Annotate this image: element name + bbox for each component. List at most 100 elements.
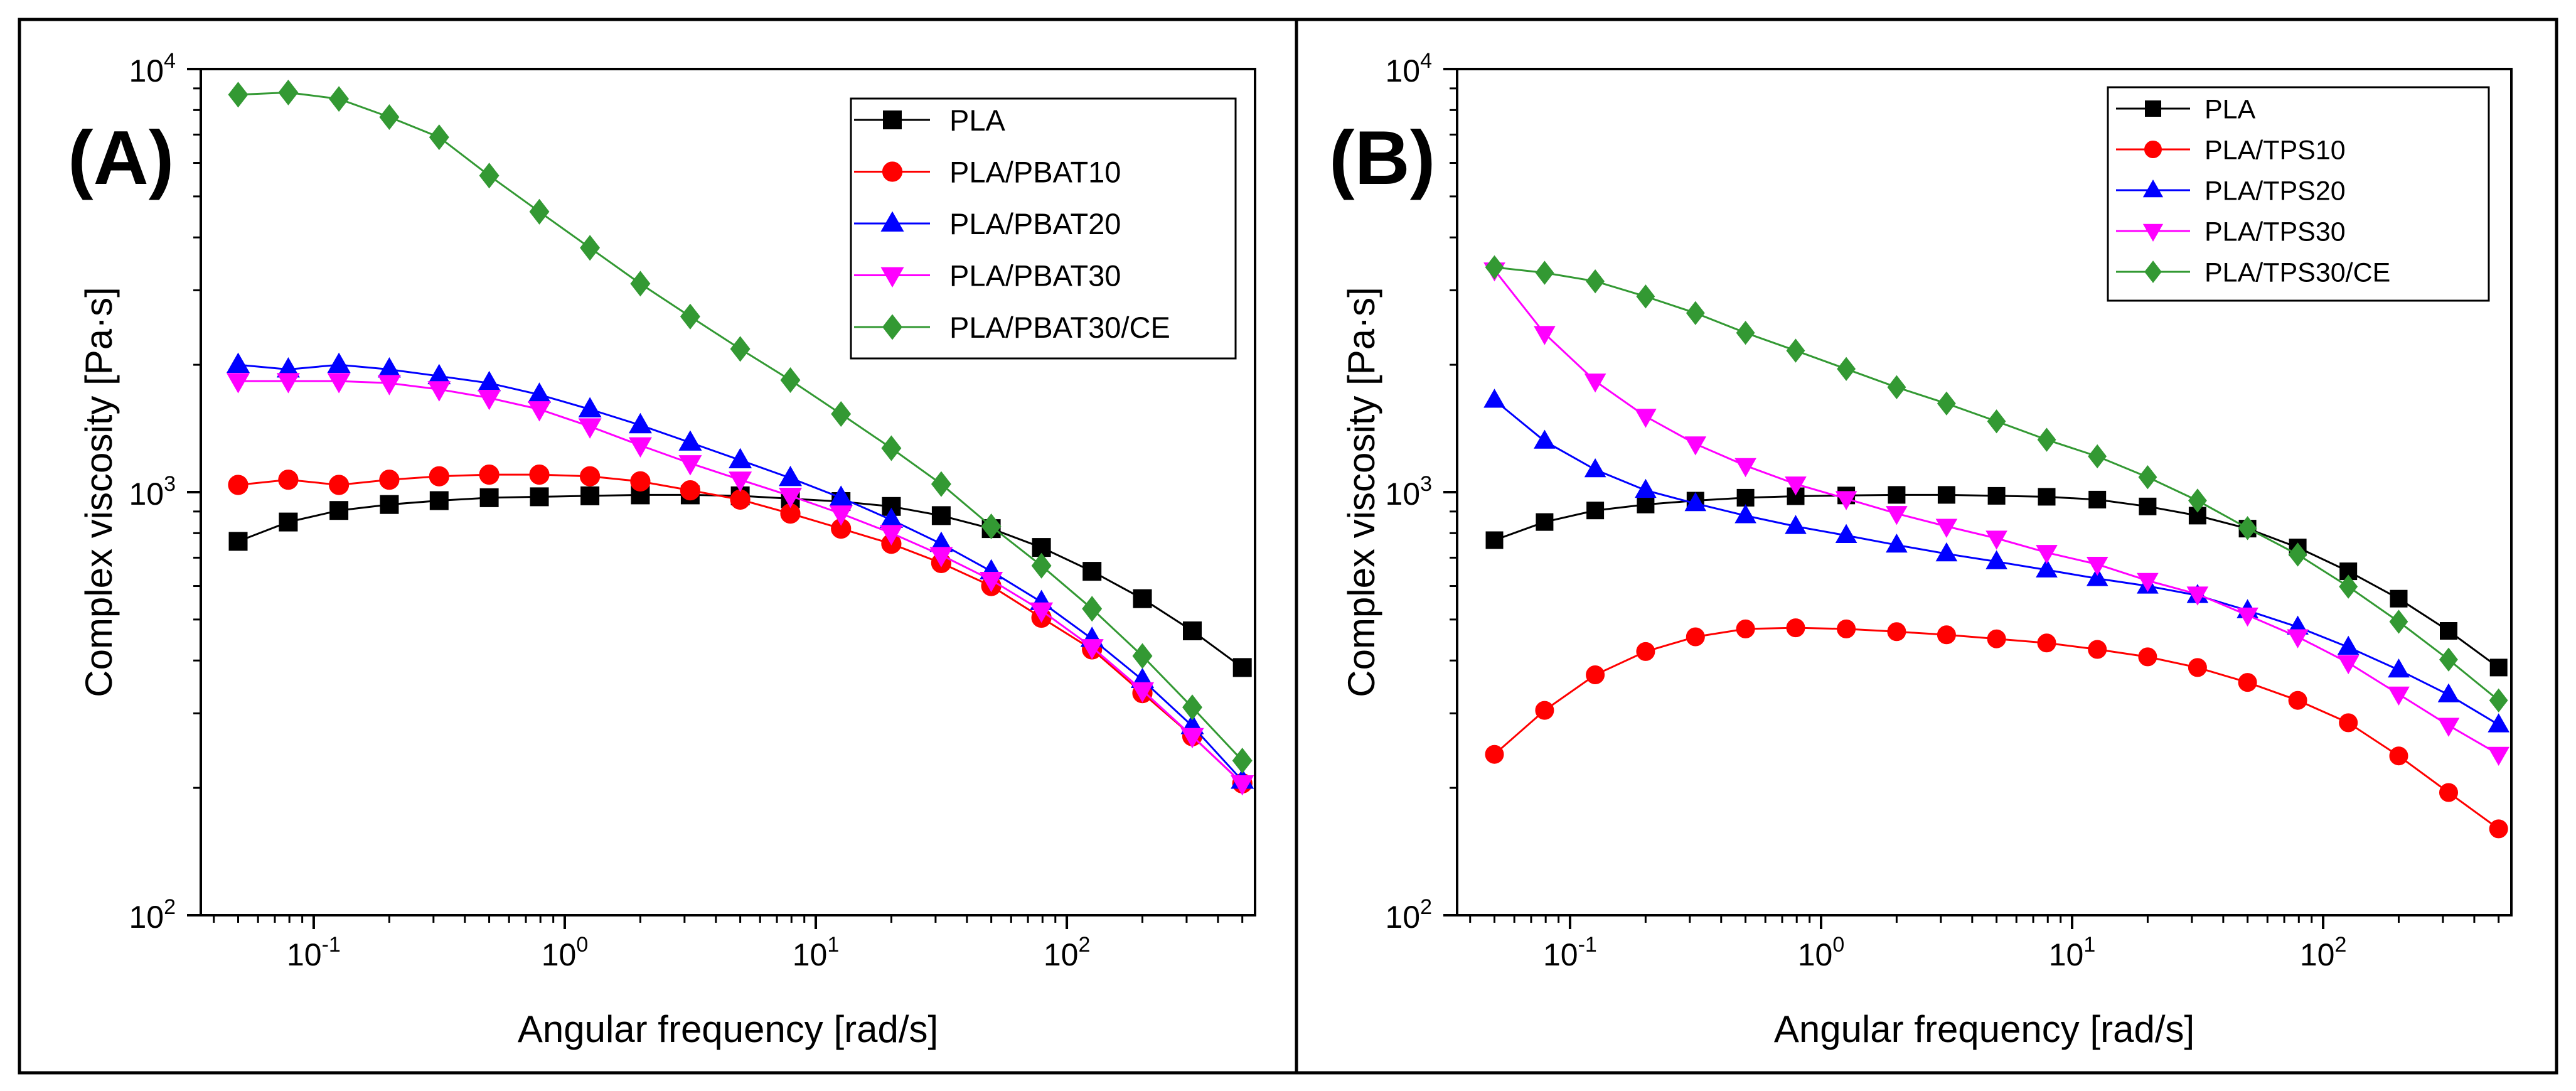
pla-tps30-ce-point bbox=[1485, 255, 1504, 279]
x-tick-base: 10 bbox=[1798, 937, 1833, 972]
y-tick-label: 103 bbox=[1385, 472, 1432, 512]
legend-label: PLA/PBAT10 bbox=[949, 155, 1121, 188]
pla-pbat30-point bbox=[1130, 682, 1155, 703]
pla-tps30-ce-point bbox=[2138, 465, 2157, 490]
pla-pbat30-ce-point bbox=[479, 163, 500, 189]
pla-pbat30-point bbox=[829, 505, 853, 526]
series-pla-tps30 bbox=[1483, 262, 2510, 766]
panel-a-chart: 10-1 100 101 102102103104PLAPLA/PBAT10PLA/P… bbox=[129, 49, 1256, 972]
pla-tps30-ce-point bbox=[2339, 574, 2358, 599]
pla-pbat20-point bbox=[829, 485, 853, 506]
pla-tps30-ce-point bbox=[1887, 375, 1906, 400]
pla-tps30-ce-point bbox=[2389, 610, 2408, 634]
x-tick-exponent: -1 bbox=[1578, 933, 1597, 957]
y-tick-base: 10 bbox=[1385, 476, 1420, 512]
pla-pbat10-point bbox=[278, 470, 299, 490]
x-tick-base: 10 bbox=[793, 937, 828, 972]
legend-entry-pla-pbat30: PLA/PBAT30 bbox=[854, 259, 1121, 292]
pla-tps30-point bbox=[2086, 557, 2108, 576]
pla-tps30-point bbox=[2488, 746, 2510, 766]
pla-pbat20-point bbox=[678, 430, 702, 451]
plot-series bbox=[1483, 255, 2510, 839]
pla-tps30-ce-point bbox=[1837, 357, 1856, 381]
pla-pbat30-ce-point bbox=[1082, 596, 1103, 622]
legend-label: PLA/PBAT30 bbox=[949, 259, 1121, 292]
pla-tps30-point bbox=[1684, 436, 1707, 456]
x-tick-exponent: 1 bbox=[2083, 933, 2095, 957]
y-tick-exponent: 3 bbox=[164, 472, 176, 496]
x-tick-label: 100 bbox=[542, 933, 589, 972]
legend-entry-pla: PLA bbox=[854, 104, 1005, 137]
pla-pbat30-ce-point bbox=[278, 79, 299, 105]
pla-pbat30-point bbox=[980, 572, 1003, 593]
pla-pbat30-point bbox=[879, 525, 903, 546]
pla-tps20-point bbox=[1584, 458, 1606, 478]
legend-label: PLA/TPS10 bbox=[2205, 136, 2346, 166]
pla-pbat30-ce-point bbox=[329, 86, 350, 112]
pla-tps30-ce-point bbox=[2088, 444, 2107, 469]
pla-pbat10-point bbox=[329, 475, 350, 495]
pla-pbat30-ce-point bbox=[1031, 552, 1052, 579]
plot-area-frame bbox=[1456, 68, 2513, 916]
pla-pbat30-ce-point bbox=[1232, 748, 1253, 774]
pla-tps20-point bbox=[1935, 542, 1958, 562]
y-axis-title: Complex viscosity [Pa·s] bbox=[78, 287, 120, 697]
pla-pbat30-ce-point bbox=[831, 400, 852, 427]
y-tick-exponent: 3 bbox=[1420, 472, 1432, 496]
x-tick-exponent: -1 bbox=[322, 933, 341, 957]
y-tick-base: 10 bbox=[129, 476, 164, 512]
x-axis-title: Angular frequency [rad/s] bbox=[1774, 1008, 2194, 1050]
pla-tps20-point bbox=[2488, 713, 2510, 733]
pla-tps20-point bbox=[1886, 533, 1908, 553]
pla-tps30-point bbox=[1584, 374, 1606, 393]
pla-pbat30-ce-point bbox=[730, 336, 751, 362]
panel-b: 10-1 100 101 102102103104PLAPLA/TPS10PLA/TP… bbox=[1329, 49, 2513, 1050]
legend-entry-pla-tps30: PLA/TPS30 bbox=[2116, 217, 2346, 247]
pla-pbat30-ce-point bbox=[1182, 694, 1202, 721]
x-tick-base: 10 bbox=[1044, 937, 1079, 972]
pla-pbat10-point bbox=[228, 475, 249, 495]
pla-point bbox=[1485, 531, 1504, 549]
pla-pbat30-ce-point bbox=[228, 82, 249, 108]
pla-pbat30-point bbox=[729, 471, 752, 492]
pla-tps30-ce-point bbox=[1937, 391, 1956, 416]
pla-point bbox=[380, 495, 399, 514]
legend-marker-circle bbox=[882, 161, 903, 182]
y-tick-label: 102 bbox=[1385, 895, 1432, 935]
pla-pbat30-point bbox=[1231, 775, 1254, 796]
legend-label: PLA/TPS30/CE bbox=[2205, 258, 2390, 288]
pla-point bbox=[1082, 562, 1102, 581]
legend-entry-pla: PLA bbox=[2116, 95, 2256, 125]
legend-marker-triangle-up bbox=[2142, 179, 2164, 198]
pla-tps20-point bbox=[1734, 504, 1756, 524]
pla-point bbox=[329, 501, 349, 520]
y-tick-base: 10 bbox=[129, 900, 164, 935]
pla-pbat30-ce-point bbox=[881, 435, 902, 461]
pla-tps30-point bbox=[1886, 506, 1908, 525]
pla-tps30-point bbox=[2437, 717, 2460, 737]
pla-pbat10-point bbox=[429, 466, 449, 486]
pla-pbat30-ce-point bbox=[931, 471, 951, 497]
pla-pbat30-ce-point bbox=[529, 198, 550, 225]
pla-tps30-ce-point bbox=[1636, 284, 1655, 309]
pla-pbat30-point bbox=[327, 373, 351, 394]
y-tick-exponent: 4 bbox=[1420, 49, 1432, 73]
pla-point bbox=[2390, 589, 2408, 608]
pla-point bbox=[2489, 658, 2508, 677]
pla-tps30-point bbox=[2388, 686, 2410, 706]
legend-label: PLA/PBAT30/CE bbox=[949, 311, 1170, 344]
pla-point bbox=[1937, 486, 1955, 504]
pla-tps10-point bbox=[1485, 744, 1504, 764]
legend-entry-pla-pbat30-ce: PLA/PBAT30/CE bbox=[854, 311, 1170, 344]
x-tick-label: 100 bbox=[1798, 933, 1845, 972]
pla-pbat20-point bbox=[628, 412, 652, 434]
legend-marker-diamond bbox=[882, 314, 902, 340]
pla-tps10-point bbox=[2088, 640, 2107, 659]
legend-label: PLA/TPS20 bbox=[2205, 176, 2346, 207]
x-tick-exponent: 2 bbox=[2334, 933, 2346, 957]
pla-pbat20-point bbox=[729, 448, 752, 468]
pla-tps20-point bbox=[1785, 515, 1807, 534]
pla-pbat30-point bbox=[1030, 602, 1054, 623]
pla-tps10-point bbox=[2138, 647, 2157, 667]
pla-point bbox=[1586, 502, 1605, 520]
